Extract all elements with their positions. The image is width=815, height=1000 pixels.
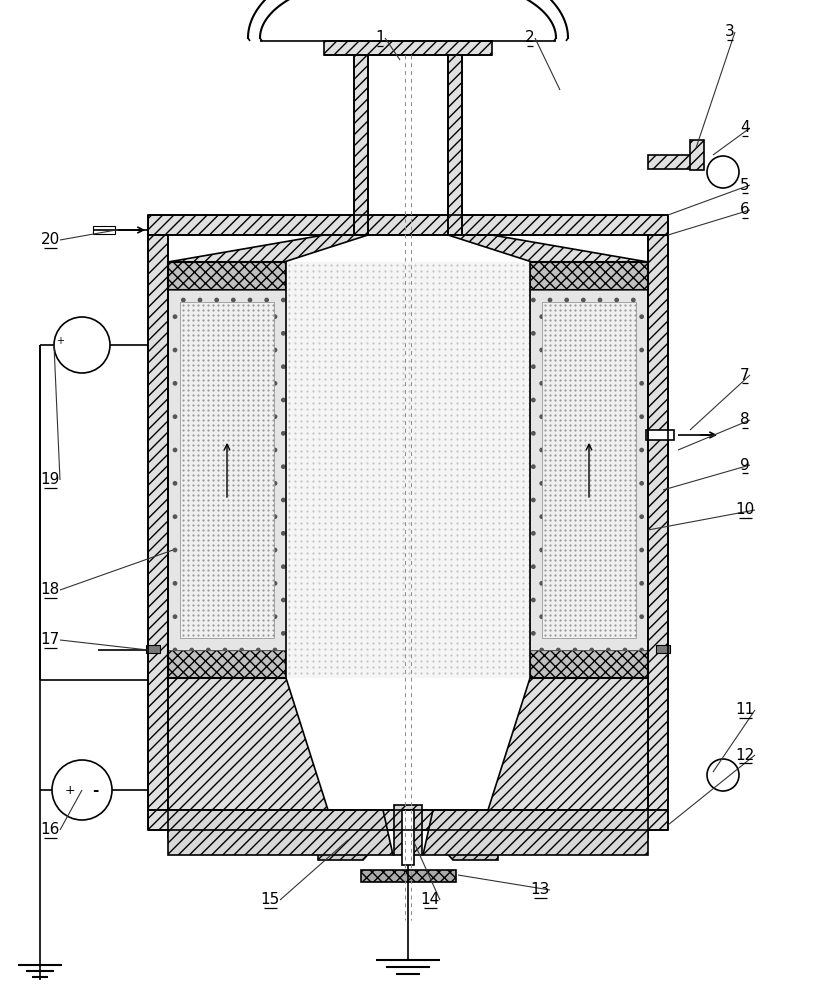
Bar: [286, 262, 530, 678]
Text: 9: 9: [740, 458, 750, 473]
Bar: [530, 290, 648, 650]
Bar: [690, 140, 704, 170]
Polygon shape: [488, 678, 648, 810]
Text: 5: 5: [740, 178, 750, 192]
Bar: [530, 262, 648, 290]
Text: 4: 4: [740, 120, 750, 135]
Bar: [394, 805, 422, 855]
Bar: [656, 645, 670, 653]
Text: 12: 12: [735, 748, 755, 762]
Text: 8: 8: [740, 412, 750, 428]
Text: 10: 10: [735, 502, 755, 518]
Bar: [648, 235, 668, 810]
Bar: [93, 226, 115, 234]
Text: 3: 3: [725, 24, 735, 39]
Circle shape: [707, 156, 739, 188]
Text: -: -: [92, 782, 98, 798]
Bar: [324, 41, 492, 55]
Polygon shape: [423, 810, 648, 855]
Text: 15: 15: [260, 892, 280, 908]
Circle shape: [54, 317, 110, 373]
Bar: [148, 215, 668, 235]
Polygon shape: [168, 235, 368, 262]
Bar: [148, 810, 668, 830]
Bar: [402, 810, 414, 865]
Bar: [648, 155, 698, 169]
Text: 2: 2: [525, 30, 535, 45]
Text: 13: 13: [531, 882, 549, 898]
Bar: [354, 55, 368, 235]
Bar: [361, 870, 456, 882]
Text: 14: 14: [421, 892, 439, 908]
Polygon shape: [168, 678, 328, 810]
Bar: [448, 55, 462, 235]
Text: 20: 20: [41, 232, 59, 247]
Bar: [168, 262, 286, 290]
Text: 7: 7: [740, 367, 750, 382]
Text: 18: 18: [41, 582, 59, 597]
Circle shape: [52, 760, 112, 820]
Text: 19: 19: [40, 473, 59, 488]
Polygon shape: [433, 830, 648, 860]
Bar: [146, 645, 160, 653]
Polygon shape: [168, 830, 383, 860]
Bar: [168, 650, 286, 678]
Bar: [148, 235, 168, 810]
Bar: [542, 302, 636, 638]
Bar: [180, 302, 274, 638]
Text: +: +: [64, 784, 75, 796]
Polygon shape: [168, 810, 393, 855]
Text: +: +: [56, 336, 64, 346]
Bar: [168, 290, 286, 650]
Text: 16: 16: [40, 822, 59, 838]
Bar: [646, 430, 674, 440]
Polygon shape: [448, 235, 648, 262]
Text: 17: 17: [41, 633, 59, 648]
Text: 6: 6: [740, 202, 750, 218]
Circle shape: [707, 759, 739, 791]
Text: 11: 11: [735, 702, 755, 718]
Bar: [530, 650, 648, 678]
Text: 1: 1: [375, 30, 385, 45]
